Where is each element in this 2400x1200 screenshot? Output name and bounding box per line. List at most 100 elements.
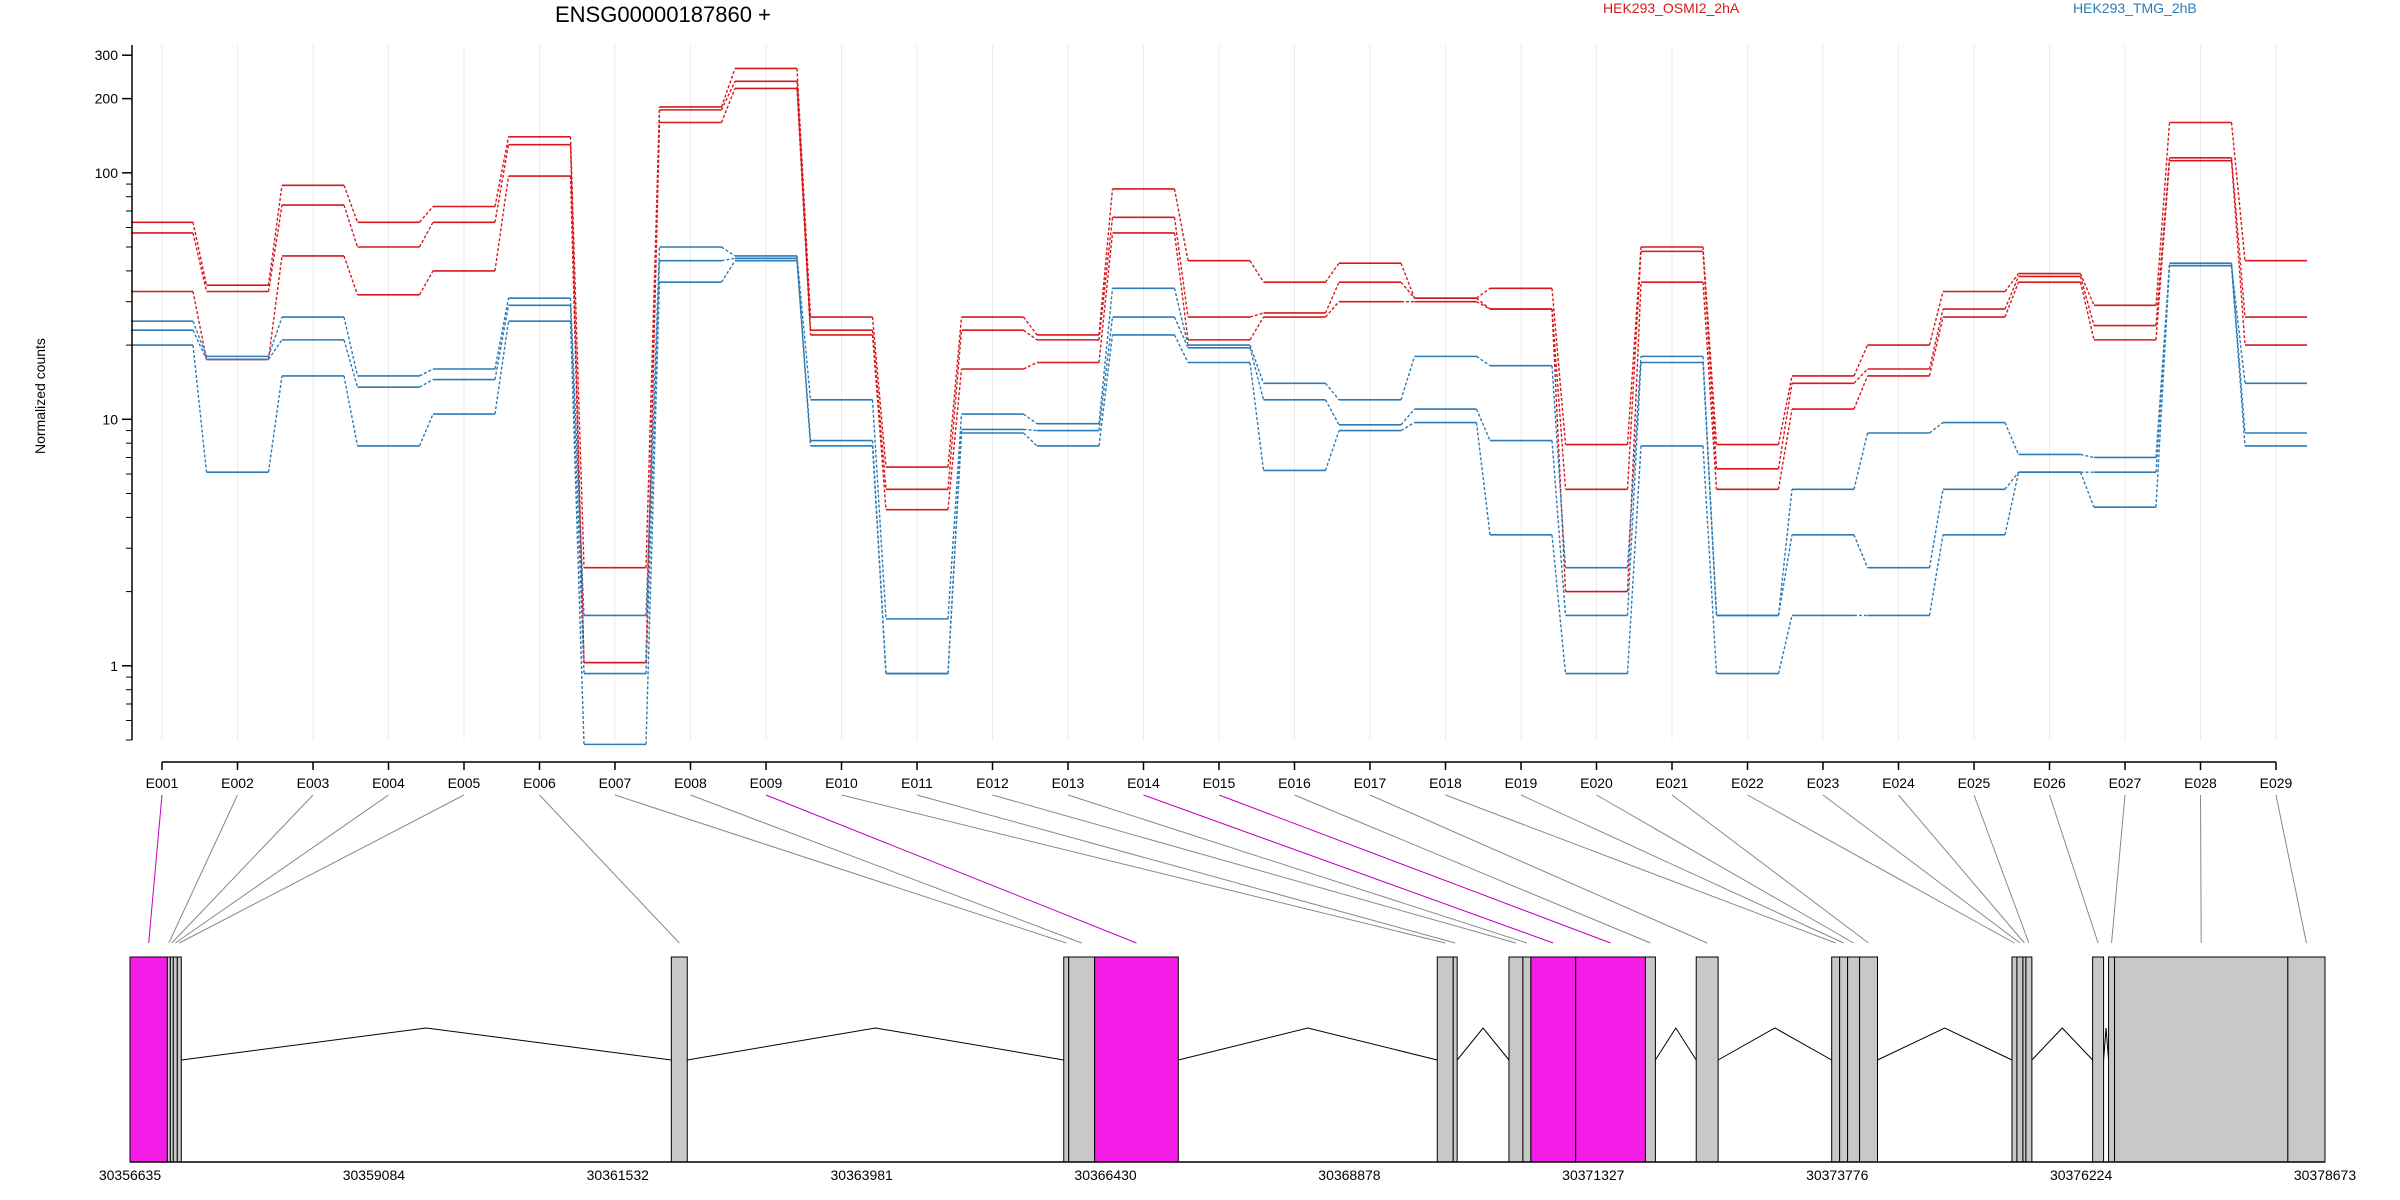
connector-dashed [2004,281,2020,318]
connector-dashed [494,136,510,207]
intron-line [1877,1027,2013,1061]
bin-connector [179,794,465,944]
connector-dashed [2230,160,2246,346]
intron-line [1654,1027,1697,1061]
connector-dashed [1777,375,1793,445]
connector-dashed [2004,276,2020,310]
connector-dashed [2079,276,2095,326]
connector-dashed [947,330,963,490]
exon-box-e015 [1575,956,1646,1163]
connector-dashed [494,298,510,370]
gene-model: 30356635 30359084 30361532 30363981 30366430… [99,956,2356,1183]
x-tick-label: E017 [1354,775,1387,791]
x-tick-label: E025 [1958,775,1991,791]
connector-dashed [1551,309,1567,490]
intron-line [687,1027,1064,1061]
x-tick-label: E012 [976,775,1009,791]
connector-dashed [1626,362,1642,616]
exon-box-e001 [129,956,168,1163]
x-tick-label: E022 [1731,775,1764,791]
x-tick-label: E005 [448,775,481,791]
connector-dashed [1551,365,1567,568]
legend-entry-condition-b: HEK293_TMG_2hB [2073,0,2197,16]
x-tick-label: E003 [297,775,330,791]
exon-box-e022 [2011,956,2018,1163]
connector-dashed [1551,534,1567,674]
exon-box-e019 [1839,956,1849,1163]
bin-connector [539,794,680,944]
exon-box-e026 [2092,956,2105,1163]
exon-box-e004 [172,956,178,1163]
connector-dashed [418,413,434,447]
connector-dashed [2004,422,2020,455]
exon-box-e023 [2016,956,2024,1163]
connector-dashed [1023,428,1038,432]
connector-dashed [1098,217,1114,340]
connector-dashed [1249,344,1265,384]
connector-dashed [1249,362,1265,471]
connector-dashed [2230,265,2246,446]
connector-dashed [569,321,585,745]
x-tick-label: E006 [523,775,556,791]
exon-box-e009 [1094,956,1179,1163]
bin-connector [841,794,1446,944]
connector-dashed [645,282,661,745]
connector-dashed [1173,188,1189,261]
bin-connector [2275,794,2307,944]
connector-dashed [796,258,812,441]
series-layer [131,67,2307,746]
connector-dashed [1400,262,1416,299]
legend-entry-condition-a: HEK293_OSMI2_2hA [1603,0,1740,16]
axis-layer: 1 10 100 200 300 E001 E002 E003 E004 E005 E006 E007… [95,45,2293,791]
connector-dashed [1098,232,1114,363]
x-tick-label: E019 [1505,775,1538,791]
connector-dashed [720,260,736,283]
connector-dashed [1400,281,1416,299]
bin-connector [1747,794,2015,944]
coordinate-tick-label: 30371327 [1562,1167,1625,1183]
connector-dashed [1173,316,1189,349]
connector-dashed [721,246,736,257]
connector-dashed [796,68,812,318]
x-tick-label: E008 [674,775,707,791]
x-tick-label: E021 [1656,775,1689,791]
connector-dashed [1702,362,1718,616]
connector-dashed [1777,489,1793,616]
y-tick-label: 10 [102,411,118,427]
connector-dashed [1173,217,1189,318]
connector-dashed [1626,445,1642,674]
connector-dashed [1928,534,1944,616]
bin-connector [765,794,1137,944]
exon-box-e006 [670,956,688,1163]
connector-dashed [2230,122,2246,261]
exon-box-e017 [1695,956,1719,1163]
connector-dashed [947,368,963,510]
bin-connector [1445,794,1836,944]
bin-connector [1369,794,1708,944]
x-tick-label: E009 [750,775,783,791]
connector-dashed [1098,316,1114,431]
grid-layer [161,45,2277,740]
exon-box-e025 [2025,956,2033,1163]
connector-dashed [1173,232,1189,340]
coordinate-tick-label: 30368878 [1318,1167,1381,1183]
connector-dashed [418,206,434,223]
bin-connector [148,794,163,944]
intron-line [1456,1027,1510,1061]
connector-dashed [267,204,283,292]
exon-box-e021 [1859,956,1878,1163]
connector-dashed [871,445,887,674]
bin-connector [1294,794,1651,944]
connector-dashed [645,260,661,674]
connector-dashed [1928,316,1944,377]
bin-connector [1143,794,1554,944]
bin-connector [1973,794,2030,944]
connector-dashed [1476,301,1491,310]
connector-dashed [1023,329,1038,341]
bin-connector [1067,794,1528,944]
connector-dashed [192,320,208,357]
connector-dashed [2004,472,2020,535]
connector-dashed [343,255,359,296]
connector-dashed [1777,408,1793,490]
connector-dashed [1173,288,1189,346]
